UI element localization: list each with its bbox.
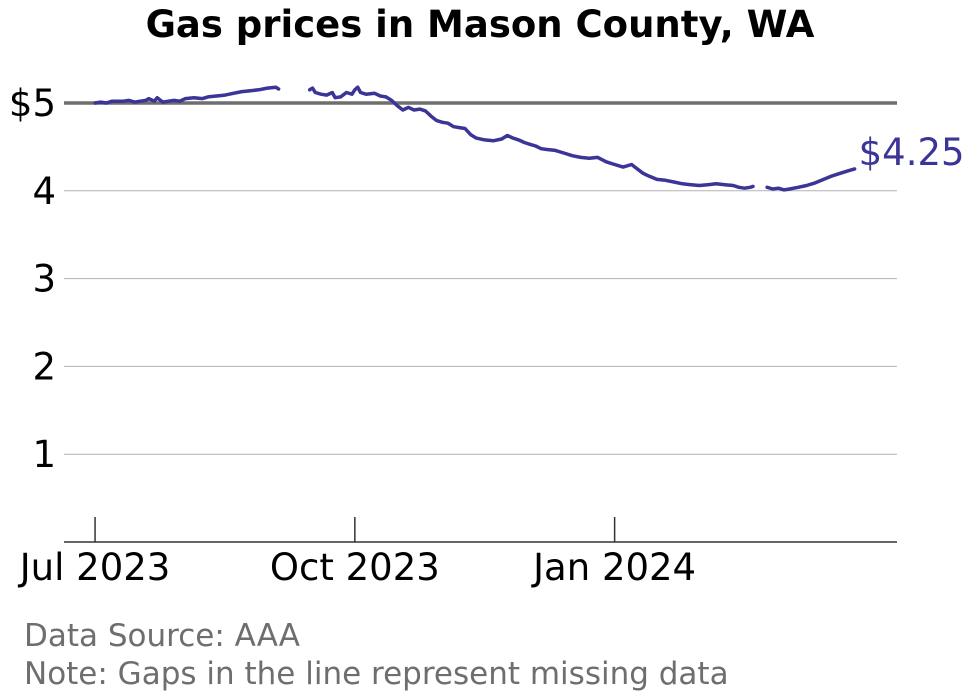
grid [64,190,897,455]
y-tick-label: $5 [9,82,56,125]
data-source-note: Data Source: AAA [24,618,300,654]
y-axis: 1 2 3 4 $5 [9,82,56,476]
missing-data-note: Note: Gaps in the line represent missing… [24,656,729,692]
chart-title: Gas prices in Mason County, WA [146,3,815,46]
x-axis: Jul 2023 Oct 2023 Jan 2024 [18,517,897,589]
series-line-segment [765,167,857,192]
end-value-label: $4.25 [859,131,965,174]
series-group [93,85,857,192]
series-line-segment [93,85,281,105]
x-tick-label: Jan 2024 [531,546,696,589]
series-line-segment [307,85,755,190]
y-tick-label: 1 [32,433,56,476]
y-tick-label: 3 [32,258,56,301]
y-tick-label: 2 [32,345,56,388]
x-tick-label: Oct 2023 [270,546,440,589]
x-tick-label: Jul 2023 [18,546,171,589]
y-tick-label: 4 [32,170,56,213]
